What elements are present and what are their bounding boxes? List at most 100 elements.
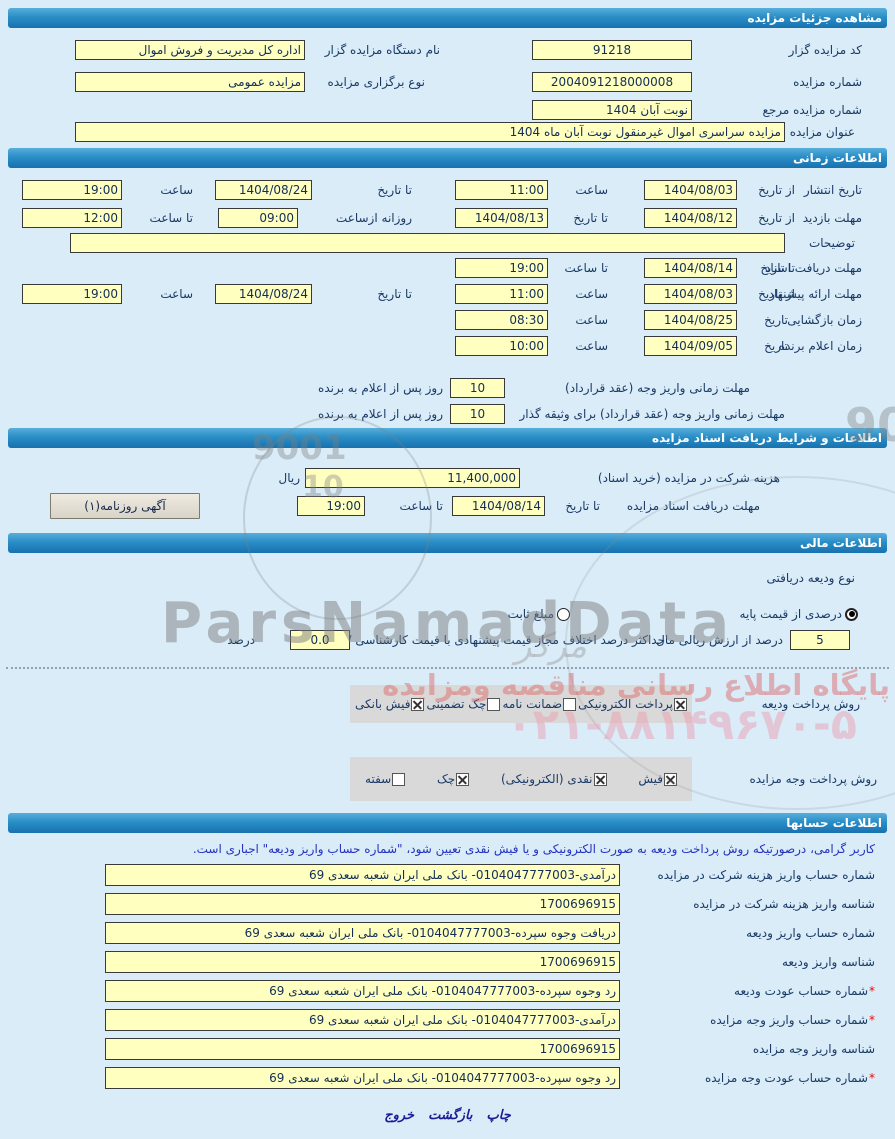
account-row: شماره حساب واریز ودیعه دریافت وجوه سپرده…	[0, 922, 895, 944]
percent-value-input[interactable]: 5	[790, 630, 850, 650]
guarantor-deadline-suffix: روز پس از اعلام به برنده	[318, 407, 443, 421]
account-input[interactable]: درآمدی-0104047777003- بانک ملی ایران شعب…	[105, 1009, 620, 1031]
fee-label: هزینه شرکت در مزایده (خرید اسناد)	[597, 471, 780, 485]
auctioneer-name-input[interactable]: اداره کل مدیریت و فروش اموال	[75, 40, 305, 60]
radio-percent-of-base[interactable]: درصدی از قیمت پایه	[740, 605, 858, 623]
account-input[interactable]: 1700696915	[105, 893, 620, 915]
checkbox-promissory-note[interactable]: سفته	[365, 772, 406, 786]
account-input[interactable]: 1700696915	[105, 1038, 620, 1060]
checkbox-check[interactable]: چک	[437, 772, 470, 786]
deposit-method-row: روش پرداخت ودیعه پرداخت الکترونیکی ضمانت…	[0, 685, 895, 723]
financial-section-bar: اطلاعات مالی	[8, 533, 887, 553]
checkbox-electronic-payment[interactable]: پرداخت الکترونیکی	[578, 697, 687, 711]
fee-input[interactable]: 11,400,000	[305, 468, 520, 488]
opening-date-label: تاریخ	[764, 313, 788, 327]
offer-from-label: از تاریخ	[758, 287, 795, 301]
docs-section-title: اطلاعات و شرایط دریافت اسناد مزایده	[651, 431, 882, 445]
checkbox-icon	[392, 772, 406, 786]
visit-to-date-input[interactable]: 1404/08/13	[455, 208, 548, 228]
account-label: *شماره حساب واریز وجه مزایده	[710, 1009, 875, 1031]
exit-link[interactable]: خروج	[384, 1108, 415, 1123]
deposit-method-panel: پرداخت الکترونیکی ضمانت نامه چک تضمینی ف…	[350, 685, 692, 723]
fee-row: هزینه شرکت در مزایده (خرید اسناد) 11,400…	[0, 468, 895, 488]
opening-date-input[interactable]: 1404/08/25	[644, 310, 737, 330]
auction-number-label: شماره مزایده	[793, 75, 862, 89]
offer-to-time-input[interactable]: 19:00	[22, 284, 122, 304]
checkbox-guarantee-letter[interactable]: ضمانت نامه	[502, 697, 577, 711]
auction-type-label: نوع برگزاری مزایده	[327, 75, 425, 89]
visit-from-date-input[interactable]: 1404/08/12	[644, 208, 737, 228]
radio-fixed-amount[interactable]: مبلغ ثابت	[508, 605, 570, 623]
docs-deadline-label: مهلت دریافت اسناد	[764, 261, 862, 275]
radio-icon	[557, 607, 570, 621]
visit-to-time-input[interactable]: 12:00	[22, 208, 122, 228]
guarantor-deadline-input[interactable]: 10	[450, 404, 505, 424]
publish-from-date-input[interactable]: 1404/08/03	[644, 180, 737, 200]
account-input[interactable]: درآمدی-0104047777003- بانک ملی ایران شعب…	[105, 864, 620, 886]
publish-from-label: از تاریخ	[758, 183, 795, 197]
checkbox-certified-check[interactable]: چک تضمینی	[427, 697, 501, 711]
offer-to-date-input[interactable]: 1404/08/24	[215, 284, 312, 304]
checkbox-icon	[593, 772, 607, 786]
page-title-bar: مشاهده جزئیات مزایده	[8, 8, 887, 28]
account-row: *شماره حساب عودت وجه مزایده رد وجوه سپرد…	[0, 1067, 895, 1089]
accounts-section-bar: اطلاعات حسابها	[8, 813, 887, 833]
general-row-3: شماره مزایده مرجع نوبت آبان 1404	[0, 100, 895, 120]
deposit-deadline-input[interactable]: 10	[450, 378, 505, 398]
guarantor-deadline-label: مهلت زمانی واریز وجه (عقد قرارداد) برای …	[519, 407, 785, 421]
visit-from-time-input[interactable]: 09:00	[218, 208, 298, 228]
account-input[interactable]: رد وجوه سپرده-0104047777003- بانک ملی ای…	[105, 980, 620, 1002]
account-label-text: شماره حساب عودت وجه مزایده	[704, 1071, 868, 1085]
radio-fixed-label: مبلغ ثابت	[507, 607, 554, 621]
auction-title-input[interactable]: مزایده سراسری اموال غیرمنقول نوبت آبان م…	[75, 122, 785, 142]
docs-receive-row: مهلت دریافت اسناد مزایده تا تاریخ 1404/0…	[0, 493, 895, 519]
deposit-method-label: روش پرداخت ودیعه	[761, 697, 860, 711]
account-input[interactable]: دریافت وجوه سپرده-0104047777003- بانک مل…	[105, 922, 620, 944]
account-input[interactable]: 1700696915	[105, 951, 620, 973]
docs-deadline-time-input[interactable]: 19:00	[455, 258, 548, 278]
publish-row: تاریخ انتشار از تاریخ 1404/08/03 ساعت 11…	[0, 180, 895, 200]
checkbox-slip[interactable]: فیش	[638, 772, 677, 786]
publish-to-label: تا تاریخ	[377, 183, 412, 197]
offer-time1-label: ساعت	[575, 287, 608, 301]
max-diff-input[interactable]: 0.0	[290, 630, 350, 650]
auction-number-input[interactable]: 2004091218000008	[532, 72, 692, 92]
back-link[interactable]: بازگشت	[428, 1108, 473, 1123]
docs-receive-label: مهلت دریافت اسناد مزایده	[626, 499, 760, 513]
deposit-type-label: نوع ودیعه دریافتی	[766, 571, 855, 585]
account-label-text: شماره حساب عودت ودیعه	[734, 984, 868, 998]
offer-row: مهلت ارائه پیشنهاد از تاریخ 1404/08/03 س…	[0, 284, 895, 304]
auctioneer-code-input[interactable]: 91218	[532, 40, 692, 60]
payment-method-row: روش پرداخت وجه مزایده فیش نقدی (الکترونی…	[0, 757, 895, 801]
winner-label: زمان اعلام برنده	[778, 339, 862, 353]
publish-to-time-input[interactable]: 19:00	[22, 180, 122, 200]
offer-from-date-input[interactable]: 1404/08/03	[644, 284, 737, 304]
offer-from-time-input[interactable]: 11:00	[455, 284, 548, 304]
checkbox-icon	[563, 697, 577, 711]
notes-input[interactable]	[70, 233, 785, 253]
account-label: *شماره حساب عودت ودیعه	[734, 980, 875, 1002]
account-input[interactable]: رد وجوه سپرده-0104047777003- بانک ملی ای…	[105, 1067, 620, 1089]
opening-time-input[interactable]: 08:30	[455, 310, 548, 330]
page-title: مشاهده جزئیات مزایده	[747, 11, 882, 25]
opening-row: زمان بازگشایی تاریخ 1404/08/25 ساعت 08:3…	[0, 310, 895, 330]
publish-to-date-input[interactable]: 1404/08/24	[215, 180, 312, 200]
docs-deadline-row: مهلت دریافت اسناد تا تاریخ 1404/08/14 تا…	[0, 258, 895, 278]
checkbox-label: چک	[437, 772, 456, 786]
docs-deadline-date-input[interactable]: 1404/08/14	[644, 258, 737, 278]
reference-number-input[interactable]: نوبت آبان 1404	[532, 100, 692, 120]
checkbox-bank-slip[interactable]: فیش بانکی	[355, 697, 425, 711]
checkbox-cash-electronic[interactable]: نقدی (الکترونیکی)	[501, 772, 607, 786]
account-label-text: شناسه واریز هزینه شرکت در مزایده	[693, 897, 875, 911]
winner-time-input[interactable]: 10:00	[455, 336, 548, 356]
publish-from-time-input[interactable]: 11:00	[455, 180, 548, 200]
print-link[interactable]: چاپ	[486, 1108, 511, 1123]
visit-label: مهلت بازدید	[802, 211, 862, 225]
auction-type-input[interactable]: مزایده عمومی	[75, 72, 305, 92]
newspaper-ad-button[interactable]: آگهی روزنامه(۱)	[50, 493, 200, 519]
radio-percent-label: درصدی از قیمت پایه	[739, 607, 842, 621]
winner-date-input[interactable]: 1404/09/05	[644, 336, 737, 356]
general-row-4: عنوان مزایده مزایده سراسری اموال غیرمنقو…	[0, 122, 895, 142]
docs-receive-time-input[interactable]: 19:00	[297, 496, 365, 516]
docs-receive-date-input[interactable]: 1404/08/14	[452, 496, 545, 516]
